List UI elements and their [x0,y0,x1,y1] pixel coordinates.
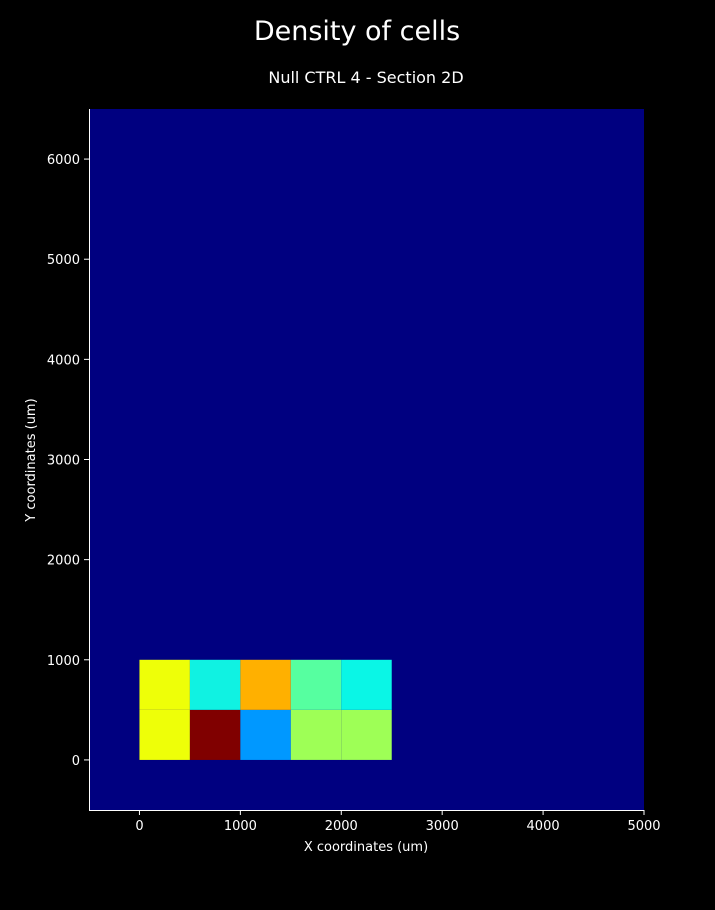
y-tick-label-4: 4000 [47,353,80,368]
x-axis-label: X coordinates (um) [304,840,428,855]
heatmap-cell-8 [290,659,342,710]
heatmap-cell-6 [189,659,241,710]
heatmap-cell-0 [139,709,190,760]
heatmap-cell-9 [341,659,392,710]
y-tick-label-5: 5000 [47,253,80,268]
heatmap-cell-5 [139,659,190,710]
chart-title: Density of cells [254,16,460,47]
x-tick-label-4: 4000 [527,819,560,834]
heatmap-cell-7 [240,659,291,710]
x-tick-label-3: 3000 [426,819,459,834]
heatmap-cells [139,659,392,760]
y-tick-label-0: 0 [72,754,80,769]
x-tick-label-0: 0 [135,819,143,834]
heatmap-cell-1 [189,709,241,760]
x-tick-label-2: 2000 [325,819,358,834]
heatmap-cell-2 [240,709,291,760]
y-tick-label-6: 6000 [47,153,80,168]
heatmap-cell-3 [290,709,342,760]
y-tick-label-3: 3000 [47,454,80,469]
heatmap-cell-4 [341,709,392,760]
y-axis-label: Y coordinates (um) [24,398,39,522]
y-axis-ticks: 0 1000 2000 3000 4000 5000 6000 [47,153,89,769]
x-tick-label-5: 5000 [627,819,660,834]
x-tick-label-1: 1000 [224,819,257,834]
chart-subtitle: Null CTRL 4 - Section 2D [268,68,463,87]
y-tick-label-2: 2000 [47,554,80,569]
x-axis-ticks: 0 1000 2000 3000 4000 5000 [135,810,661,834]
y-tick-label-1: 1000 [47,654,80,669]
